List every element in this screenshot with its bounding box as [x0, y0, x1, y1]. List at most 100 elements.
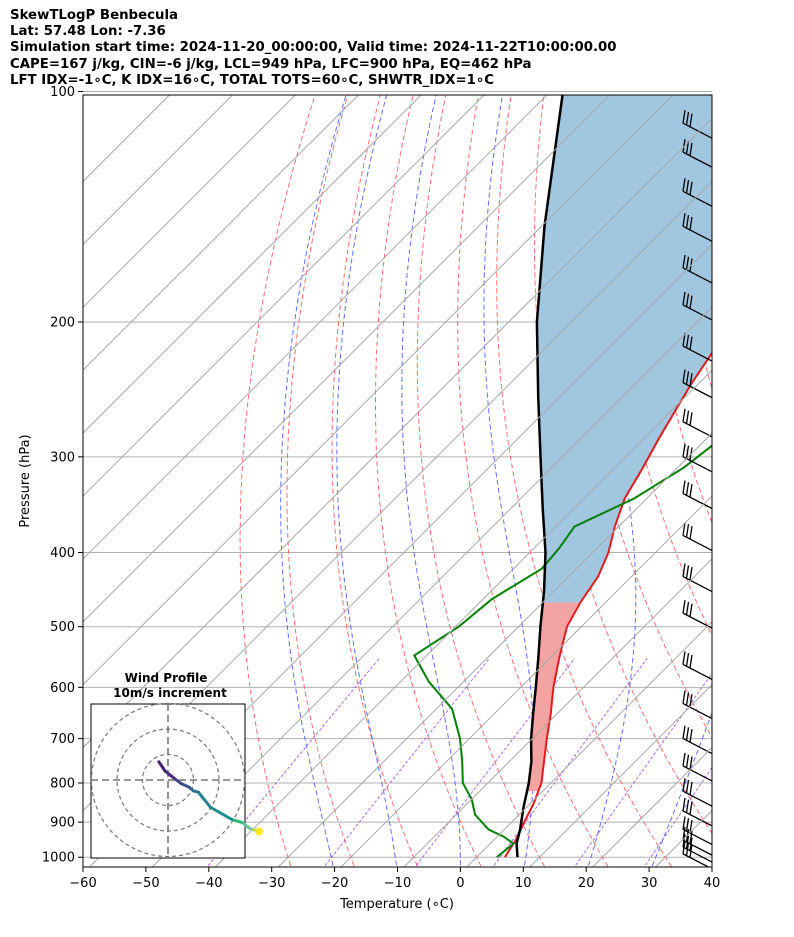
hodograph-rings [90, 702, 246, 858]
isotherm-line [214, 369, 712, 867]
pressure-gridlines [83, 91, 712, 858]
barb-feather [685, 256, 690, 270]
x-tick-label: 10 [515, 876, 532, 891]
y-tick-label: 1000 [42, 851, 75, 866]
wind-profile-inset: Wind Profile 10m/s increment [90, 671, 264, 859]
hodograph-segment [240, 821, 252, 831]
barb-staff [682, 534, 712, 552]
y-tick-label: 500 [50, 620, 75, 635]
y-axis-label: Pressure (hPa) [18, 434, 33, 527]
inset-subtitle: 10m/s increment [113, 686, 227, 700]
x-tick-label: −60 [69, 876, 96, 891]
barb-feather [682, 480, 686, 494]
wind-barb [682, 816, 712, 846]
barb-feather [682, 291, 686, 306]
barb-feather [689, 216, 693, 231]
mixing-ratio-line [492, 658, 648, 867]
isotherms [83, 92, 794, 874]
barb-feather [689, 295, 693, 309]
barb-feather [682, 522, 686, 536]
inset-title: Wind Profile [125, 671, 208, 685]
x-tick-label: −10 [384, 876, 411, 891]
wind-barb [682, 110, 712, 139]
barb-staff [682, 790, 712, 807]
isotherm-line [83, 95, 297, 309]
barb-feather [682, 600, 686, 614]
cape-line: CAPE=167 j/kg, CIN=-6 j/kg, LCL=949 hPa,… [10, 56, 532, 72]
barb-feather [685, 179, 690, 194]
barb-feather [682, 797, 686, 811]
barb-feather [689, 603, 693, 617]
barb-feather [685, 779, 690, 794]
barb-feather [689, 819, 693, 834]
isotherm-line [277, 432, 712, 867]
barb-feather [682, 443, 686, 457]
barb-staff [682, 492, 712, 510]
y-tick-label: 400 [50, 546, 75, 561]
barb-feather [682, 778, 686, 792]
hodograph-segment [230, 817, 244, 824]
barb-feather [685, 215, 690, 229]
cin-area [527, 602, 581, 792]
barb-feather [685, 482, 690, 496]
barb-feather [682, 563, 686, 577]
barb-staff [682, 575, 712, 593]
chart-title: SkewTLogP Benbecula [10, 8, 178, 23]
barb-feather [682, 752, 686, 767]
dry-adiabat [496, 95, 673, 867]
barb-feather [685, 111, 690, 126]
isotherm-line [529, 684, 712, 867]
barb-staff [682, 828, 712, 846]
wind-barb [682, 369, 712, 399]
barb-feather [682, 408, 686, 422]
isotherm-line [83, 95, 359, 371]
cape-cin-fills [527, 95, 712, 792]
moist-adiabat [712, 92, 794, 874]
barb-feather [689, 142, 693, 156]
y-tick-label: 100 [50, 85, 75, 100]
barb-feather [682, 254, 686, 269]
barb-staff [682, 151, 712, 168]
cape-area [536, 95, 712, 603]
barb-feather [685, 754, 690, 768]
isotherm-line [83, 117, 712, 749]
wind-barb [682, 408, 712, 438]
x-tick-label: −20 [321, 876, 348, 891]
barb-staff [682, 382, 712, 399]
barb-feather [685, 692, 690, 706]
y-tick-label: 300 [50, 450, 75, 465]
x-axis-label: Temperature (∘C) [339, 897, 454, 912]
wind-barb [682, 291, 712, 321]
y-tick-label: 600 [50, 681, 75, 696]
dry-adiabat [239, 95, 316, 867]
isotherm-line [466, 621, 712, 867]
dry-adiabat [286, 95, 356, 867]
barb-staff [682, 663, 712, 680]
dry-adiabat [331, 95, 419, 867]
barb-feather [685, 799, 690, 813]
barb-feather [682, 725, 686, 739]
moist-adiabat [651, 711, 712, 867]
barb-staff [682, 839, 712, 856]
moist-adiabat [336, 95, 398, 867]
barb-feather [682, 690, 686, 704]
barb-staff [682, 304, 712, 321]
barb-staff [682, 702, 712, 720]
barb-feather [685, 293, 690, 307]
barb-feather [685, 371, 690, 385]
y-tick-label: 900 [50, 816, 75, 831]
dewpoint-line [412, 443, 712, 858]
barb-feather [689, 525, 693, 540]
isotherm-line [712, 92, 794, 874]
dry-adiabat [375, 95, 482, 867]
barb-feather [685, 565, 690, 579]
barb-feather [682, 139, 686, 153]
hodograph-segment [196, 790, 212, 809]
wind-barb [682, 778, 712, 807]
barb-feather [685, 410, 690, 424]
barb-feather [685, 653, 690, 667]
barb-feather [685, 601, 690, 616]
barb-feather [689, 654, 693, 669]
isotherm-line [83, 95, 422, 434]
wind-barb [682, 752, 712, 782]
